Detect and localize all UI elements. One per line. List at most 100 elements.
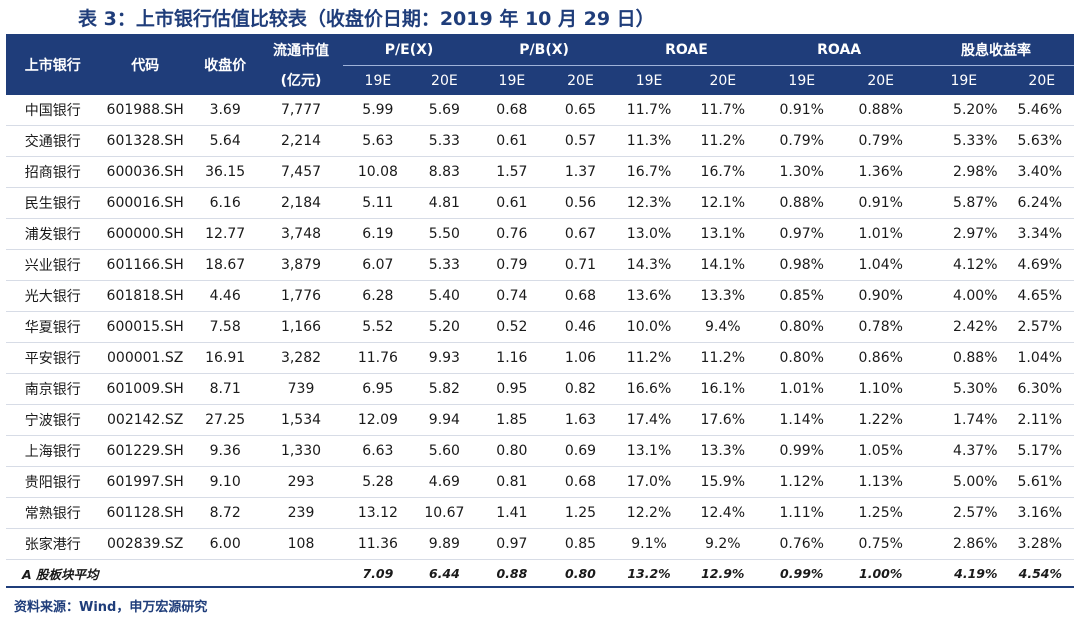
cell-pe19: 6.28 [342, 280, 414, 312]
header-dividend-20e: 20E [1009, 65, 1074, 95]
table-row: 民生银行 600016.SH 6.16 2,184 5.11 4.81 0.61 0.56 12… [6, 187, 1074, 219]
cell-pb20: 0.69 [548, 435, 613, 467]
cell-pb20: 0.57 [548, 125, 613, 157]
header-pe: P/E(X) [342, 34, 476, 66]
cell-roaa20: 1.25% [843, 497, 919, 529]
header-row-top: 上市银行 代码 收盘价 流通市值 P/E(X) P/B(X) ROAE ROAA… [6, 34, 1074, 95]
cell-roae20: 12.1% [685, 187, 761, 219]
cell-pe20: 9.93 [413, 342, 476, 374]
cell-roaa19: 0.98% [760, 249, 844, 281]
cell-code: 600036.SH [99, 156, 191, 188]
cell-roae19: 13.0% [612, 218, 686, 250]
cell-pe20: 5.33 [413, 249, 476, 281]
cell-close: 12.77 [190, 218, 260, 250]
cell-roaa20: 0.86% [843, 342, 919, 374]
header-roaa-19e: 19E [760, 65, 844, 95]
valuation-table-wrapper: 上市银行 代码 收盘价 流通市值 P/E(X) P/B(X) ROAE ROAA… [6, 34, 1074, 588]
cell-roae20: 11.2% [685, 342, 761, 374]
cell-dy19: 4.37% [918, 435, 1010, 467]
cell-roaa20: 1.13% [843, 466, 919, 498]
cell-close: 8.72 [190, 497, 260, 529]
header-close: 收盘价 [190, 34, 260, 95]
cell-roae20: 14.1% [685, 249, 761, 281]
cell-code: 601229.SH [99, 435, 191, 467]
cell-dy20: 6.24% [1009, 187, 1074, 219]
cell-code: 002839.SZ [99, 528, 191, 560]
cell-name: 兴业银行 [6, 249, 100, 281]
cell-pb19: 0.81 [475, 466, 549, 498]
cell-pe20: 5.33 [413, 125, 476, 157]
average-pb19: 0.88 [475, 559, 549, 588]
average-pe19: 7.09 [342, 559, 414, 588]
cell-pb20: 0.56 [548, 187, 613, 219]
table-row: 光大银行 601818.SH 4.46 1,776 6.28 5.40 0.74 0.68 13… [6, 280, 1074, 312]
header-pe-20e: 20E [413, 65, 476, 95]
cell-roaa20: 0.78% [843, 311, 919, 343]
cell-mcap: 7,457 [259, 156, 343, 188]
cell-pe19: 5.99 [342, 95, 414, 126]
cell-code: 601818.SH [99, 280, 191, 312]
cell-pb20: 0.65 [548, 95, 613, 126]
cell-pb19: 1.85 [475, 404, 549, 436]
cell-dy20: 1.04% [1009, 342, 1074, 374]
cell-mcap: 1,534 [259, 404, 343, 436]
cell-pb19: 0.61 [475, 125, 549, 157]
cell-roae19: 11.2% [612, 342, 686, 374]
cell-roaa19: 0.76% [760, 528, 844, 560]
cell-pe20: 8.83 [413, 156, 476, 188]
cell-roaa20: 1.10% [843, 373, 919, 405]
table-row: 兴业银行 601166.SH 18.67 3,879 6.07 5.33 0.79 0.71 1… [6, 249, 1074, 281]
cell-pe20: 5.20 [413, 311, 476, 343]
cell-pe20: 5.60 [413, 435, 476, 467]
table-row: 常熟银行 601128.SH 8.72 239 13.12 10.67 1.41 1.25 12… [6, 497, 1074, 529]
cell-pe19: 13.12 [342, 497, 414, 529]
cell-dy19: 2.57% [918, 497, 1010, 529]
cell-roae20: 13.3% [685, 280, 761, 312]
cell-mcap: 1,166 [259, 311, 343, 343]
cell-dy20: 2.11% [1009, 404, 1074, 436]
cell-mcap: 1,776 [259, 280, 343, 312]
cell-roae20: 17.6% [685, 404, 761, 436]
cell-dy20: 4.69% [1009, 249, 1074, 281]
cell-roaa20: 0.90% [843, 280, 919, 312]
header-dividend: 股息收益率 [918, 34, 1074, 66]
cell-close: 36.15 [190, 156, 260, 188]
average-pe20: 6.44 [413, 559, 476, 588]
cell-pe20: 5.82 [413, 373, 476, 405]
empty-cell [190, 559, 260, 588]
header-roae-20e: 20E [685, 65, 761, 95]
cell-name: 中国银行 [6, 95, 100, 126]
cell-pe19: 5.63 [342, 125, 414, 157]
cell-name: 交通银行 [6, 125, 100, 157]
cell-roaa20: 0.75% [843, 528, 919, 560]
cell-code: 000001.SZ [99, 342, 191, 374]
cell-mcap: 7,777 [259, 95, 343, 126]
table-row: 南京银行 601009.SH 8.71 739 6.95 5.82 0.95 0.82 16.6… [6, 373, 1074, 405]
cell-roaa19: 0.97% [760, 218, 844, 250]
cell-dy19: 2.98% [918, 156, 1010, 188]
cell-close: 18.67 [190, 249, 260, 281]
cell-pe19: 12.09 [342, 404, 414, 436]
cell-roae19: 17.0% [612, 466, 686, 498]
cell-pb20: 1.37 [548, 156, 613, 188]
cell-roae20: 16.1% [685, 373, 761, 405]
cell-dy20: 6.30% [1009, 373, 1074, 405]
cell-code: 002142.SZ [99, 404, 191, 436]
header-roae-19e: 19E [612, 65, 686, 95]
cell-name: 华夏银行 [6, 311, 100, 343]
cell-roaa20: 1.05% [843, 435, 919, 467]
cell-pe20: 4.81 [413, 187, 476, 219]
cell-dy19: 2.86% [918, 528, 1010, 560]
cell-dy20: 2.57% [1009, 311, 1074, 343]
average-dy19: 4.19% [918, 559, 1010, 588]
cell-dy20: 3.40% [1009, 156, 1074, 188]
cell-roae20: 11.7% [685, 95, 761, 126]
cell-dy19: 0.88% [918, 342, 1010, 374]
cell-roae19: 13.1% [612, 435, 686, 467]
header-roae: ROAE [612, 34, 761, 66]
cell-dy20: 5.61% [1009, 466, 1074, 498]
cell-code: 601997.SH [99, 466, 191, 498]
cell-dy19: 4.00% [918, 280, 1010, 312]
cell-pb19: 0.97 [475, 528, 549, 560]
cell-close: 16.91 [190, 342, 260, 374]
